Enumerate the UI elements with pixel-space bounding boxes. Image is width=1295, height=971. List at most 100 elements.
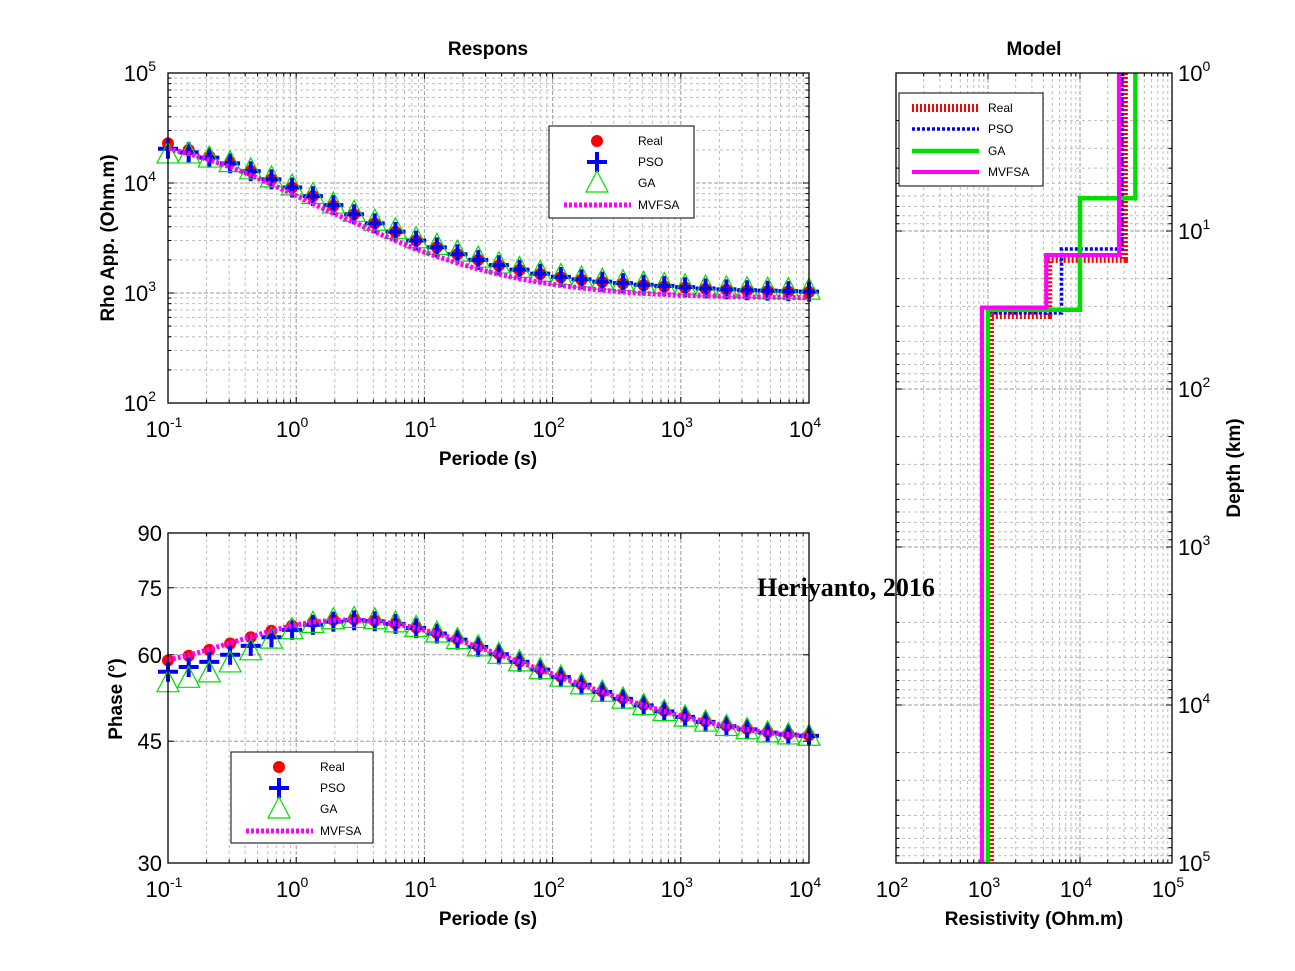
pso-marker: [220, 644, 241, 665]
watermark-text: Heriyanto, 2016: [757, 573, 935, 602]
ga-marker: [424, 619, 449, 643]
legend-label-real: Real: [638, 134, 663, 148]
legend-label-ga: GA: [320, 802, 337, 816]
legend-label-mvfsa: MVFSA: [320, 824, 361, 838]
ga-marker: [486, 250, 511, 274]
rho-axes-box: [167, 72, 810, 404]
legend-real-marker: [591, 135, 603, 147]
y-tick-label: 105: [124, 58, 156, 86]
x-tick-label: 10-1: [146, 414, 183, 442]
legend-label-real: Real: [988, 101, 1013, 115]
ga-marker: [362, 606, 387, 630]
ga-marker: [466, 633, 491, 657]
rho-xlabel: Periode (s): [439, 449, 537, 470]
model-title: Model: [1007, 39, 1062, 60]
ga-marker: [238, 156, 263, 180]
legend-label-ga: GA: [638, 176, 655, 190]
x-tick-label: 102: [532, 414, 564, 442]
x-tick-label: 103: [661, 874, 693, 902]
mvfsa-model-line: [979, 73, 1121, 863]
model-axes-box: [895, 72, 1173, 864]
ga-marker: [176, 665, 201, 688]
ga-marker: [590, 266, 615, 290]
phase-legend-box: [230, 751, 374, 844]
y-tick-label: 75: [138, 576, 162, 601]
ga-marker: [714, 274, 739, 298]
phase-axes-box: [167, 532, 810, 864]
model-ylabel: Depth (km): [1224, 418, 1245, 517]
y-tick-label: 101: [1178, 216, 1210, 244]
ga-marker: [218, 649, 243, 673]
y-tick-label: 103: [1178, 532, 1210, 560]
legend-ga-marker: [267, 795, 291, 819]
phase-legend: Real PSO GA MVFSA: [230, 751, 374, 844]
x-tick-label: 101: [404, 874, 436, 902]
legend-label-pso: PSO: [988, 122, 1013, 136]
phase-ylabel: Phase (°): [106, 658, 127, 740]
phase-xlabel: Periode (s): [439, 909, 537, 930]
x-tick-label: 104: [789, 874, 821, 902]
ga-marker: [404, 614, 429, 638]
model-xlabel: Resistivity (Ohm.m): [945, 909, 1123, 930]
ga-marker: [342, 605, 367, 629]
x-tick-label: 104: [789, 414, 821, 442]
y-tick-label: 60: [138, 643, 162, 668]
x-tick-label: 103: [968, 874, 1000, 902]
legend-label-pso: PSO: [320, 781, 345, 795]
x-tick-label: 103: [661, 414, 693, 442]
phase-series: [156, 605, 821, 746]
model-series: [979, 73, 1138, 863]
x-tick-label: 102: [876, 874, 908, 902]
model-legend: Real PSO GA MVFSA: [898, 92, 1044, 187]
mvfsa-line: [167, 617, 810, 739]
ga-marker: [569, 264, 594, 288]
rho-series: [156, 137, 821, 302]
y-tick-label: 103: [124, 278, 156, 306]
rho-ticks: 102 103 104 105 10-1 100 101 102 103 104: [124, 58, 822, 442]
ga-marker: [528, 656, 553, 680]
x-tick-label: 10-1: [146, 874, 183, 902]
x-tick-label: 100: [276, 874, 308, 902]
rho-ylabel: Rho App. (Ohm.m): [98, 154, 119, 321]
ga-marker: [259, 625, 284, 649]
ga-marker: [238, 637, 263, 661]
x-tick-label: 105: [1152, 874, 1184, 902]
legend-ga-marker: [585, 169, 609, 193]
legend-label-mvfsa: MVFSA: [988, 165, 1029, 179]
ga-marker: [486, 641, 511, 664]
ga-marker: [714, 713, 739, 737]
y-tick-label: 105: [1178, 848, 1210, 876]
y-tick-label: 90: [138, 521, 162, 546]
legend-label-mvfsa: MVFSA: [638, 198, 679, 212]
ga-marker: [735, 275, 760, 299]
x-tick-label: 101: [404, 414, 436, 442]
x-tick-label: 104: [1060, 874, 1092, 902]
phase-plot: 30 45 60 75 90 10-1 100 101 102 103 104 Periode (s…: [106, 521, 821, 930]
ga-marker: [569, 671, 594, 695]
y-tick-label: 30: [138, 851, 162, 876]
legend-label-ga: GA: [988, 144, 1005, 158]
y-tick-label: 104: [124, 168, 156, 196]
y-tick-label: 102: [124, 388, 156, 416]
model-grid: [896, 73, 1172, 863]
legend-label-pso: PSO: [638, 155, 663, 169]
y-tick-label: 45: [138, 729, 162, 754]
ga-marker: [218, 149, 243, 173]
x-tick-label: 100: [276, 414, 308, 442]
model-plot: 102 103 104 105 100 101 102 103 104 105 Model Res…: [876, 39, 1245, 930]
y-tick-label: 104: [1178, 690, 1210, 718]
legend-label-real: Real: [320, 760, 345, 774]
x-tick-label: 102: [532, 874, 564, 902]
ga-marker: [631, 692, 656, 716]
phase-ticks: 30 45 60 75 90 10-1 100 101 102 103 104: [138, 521, 822, 902]
y-tick-label: 102: [1178, 374, 1210, 402]
ga-marker: [197, 659, 222, 683]
legend-real-marker: [273, 761, 285, 773]
rho-legend: Real PSO GA MVFSA: [548, 125, 695, 219]
model-ticks: 102 103 104 105 100 101 102 103 104 105: [876, 58, 1211, 902]
ga-marker: [424, 232, 449, 256]
y-tick-label: 100: [1178, 58, 1210, 86]
rho-title: Respons: [448, 39, 528, 60]
